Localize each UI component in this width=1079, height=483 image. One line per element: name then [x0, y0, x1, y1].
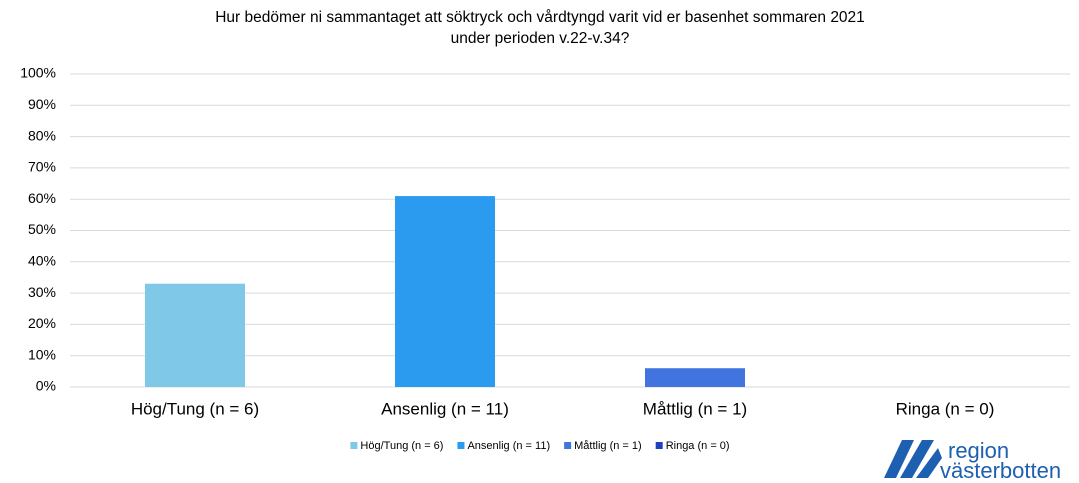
bar [145, 283, 245, 387]
legend-swatch [564, 442, 572, 449]
chart-title: under perioden v.22-v.34? [451, 30, 630, 47]
x-tick-label: Hög/Tung (n = 6) [131, 399, 259, 418]
y-tick-label: 80% [28, 127, 56, 143]
legend-label: Hög/Tung (n = 6) [360, 440, 443, 452]
bar [645, 368, 745, 387]
x-tick-label: Ringa (n = 0) [896, 399, 995, 418]
logo-mark [884, 440, 914, 478]
logo-text: västerbotten [940, 458, 1061, 483]
y-tick-label: 50% [28, 221, 56, 237]
y-tick-label: 90% [28, 96, 56, 112]
logo: region västerbotten [884, 438, 1061, 483]
logo-mark [916, 448, 942, 478]
y-tick-label: 10% [28, 346, 56, 362]
legend-label: Måttlig (n = 1) [574, 440, 642, 452]
legend-label: Ringa (n = 0) [666, 440, 730, 452]
legend-swatch [350, 442, 358, 449]
logo-text: region [948, 438, 1009, 463]
legend-swatch [457, 442, 465, 449]
y-tick-label: 100% [20, 65, 56, 81]
bar [395, 196, 495, 387]
chart-title: Hur bedömer ni sammantaget att söktryck … [215, 9, 865, 26]
y-tick-label: 20% [28, 315, 56, 331]
y-tick-label: 60% [28, 190, 56, 206]
y-tick-label: 40% [28, 253, 56, 269]
legend-swatch [655, 442, 663, 449]
y-tick-label: 30% [28, 284, 56, 300]
x-tick-label: Måttlig (n = 1) [643, 399, 747, 418]
y-tick-label: 0% [36, 378, 56, 394]
legend-label: Ansenlig (n = 11) [467, 440, 550, 452]
x-tick-label: Ansenlig (n = 11) [381, 399, 509, 418]
y-tick-label: 70% [28, 159, 56, 175]
logo-mark [900, 440, 934, 478]
